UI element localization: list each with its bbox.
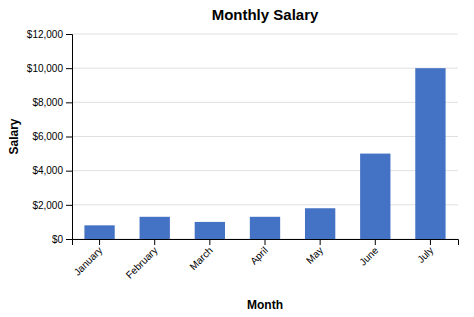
grid	[72, 34, 458, 239]
tick-label: $0	[52, 234, 64, 245]
tick-label: $4,000	[32, 165, 63, 176]
tick-mark	[66, 68, 72, 69]
plot: January February March April May June July $0 $2…	[27, 29, 459, 281]
tick-label: April	[248, 245, 270, 267]
tick-label: $10,000	[27, 63, 64, 74]
bar	[305, 208, 335, 239]
tick: July	[415, 239, 435, 265]
tick-label: $2,000	[32, 200, 63, 211]
bar	[195, 222, 225, 239]
tick: $10,000	[27, 63, 72, 74]
y-axis: $0 $2,000 $4,000 $6,000 $8,000 $10,000 $12,000	[27, 29, 73, 245]
tick: March	[187, 239, 214, 272]
grid-line	[72, 34, 458, 35]
tick-mark	[66, 171, 72, 172]
grid-line	[72, 204, 458, 205]
tick-label: $12,000	[27, 29, 64, 40]
tick-label: $6,000	[32, 131, 63, 142]
tick: $12,000	[27, 29, 72, 40]
tick-label: February	[124, 245, 160, 281]
bar	[360, 154, 390, 239]
bar	[84, 225, 114, 239]
tick-mark	[265, 239, 266, 245]
chart: January February March April May June July $0 $2…	[0, 0, 474, 317]
axis-line	[73, 240, 459, 246]
bars	[84, 68, 445, 239]
tick-mark	[66, 34, 72, 35]
tick-mark	[99, 239, 100, 245]
tick-mark	[430, 239, 431, 245]
tick-mark	[66, 239, 72, 240]
grid-line	[72, 68, 458, 69]
x-axis: January February March April May June July	[72, 239, 459, 281]
tick-mark	[66, 102, 72, 103]
tick: January	[72, 239, 105, 278]
grid-line	[72, 102, 458, 103]
tick-label: July	[415, 245, 435, 265]
tick: February	[124, 239, 160, 281]
tick-label: $8,000	[32, 97, 63, 108]
title: Monthly Salary	[212, 6, 319, 23]
grid-line	[72, 136, 458, 137]
tick-mark	[154, 239, 155, 245]
tick: $6,000	[32, 131, 72, 142]
tick: June	[357, 239, 380, 268]
tick: $0	[52, 234, 72, 245]
x-axis-title: Month	[247, 298, 283, 312]
tick-mark	[66, 137, 72, 138]
tick-label: January	[72, 245, 105, 278]
axis-line	[66, 35, 73, 240]
tick: $2,000	[32, 200, 72, 211]
tick: May	[304, 239, 325, 266]
tick-label: May	[304, 245, 325, 266]
tick: April	[248, 239, 270, 267]
y-axis-title: Salary	[7, 118, 21, 154]
tick-label: June	[357, 244, 380, 267]
tick-mark	[209, 239, 210, 245]
tick-mark	[66, 205, 72, 206]
tick-label: March	[187, 245, 214, 272]
tick: $8,000	[32, 97, 72, 108]
tick-mark	[320, 239, 321, 245]
tick-mark	[375, 239, 376, 245]
bar	[415, 68, 445, 239]
bar	[250, 217, 280, 239]
bar	[140, 217, 170, 239]
grid-line	[72, 170, 458, 171]
tick: $4,000	[32, 165, 72, 176]
